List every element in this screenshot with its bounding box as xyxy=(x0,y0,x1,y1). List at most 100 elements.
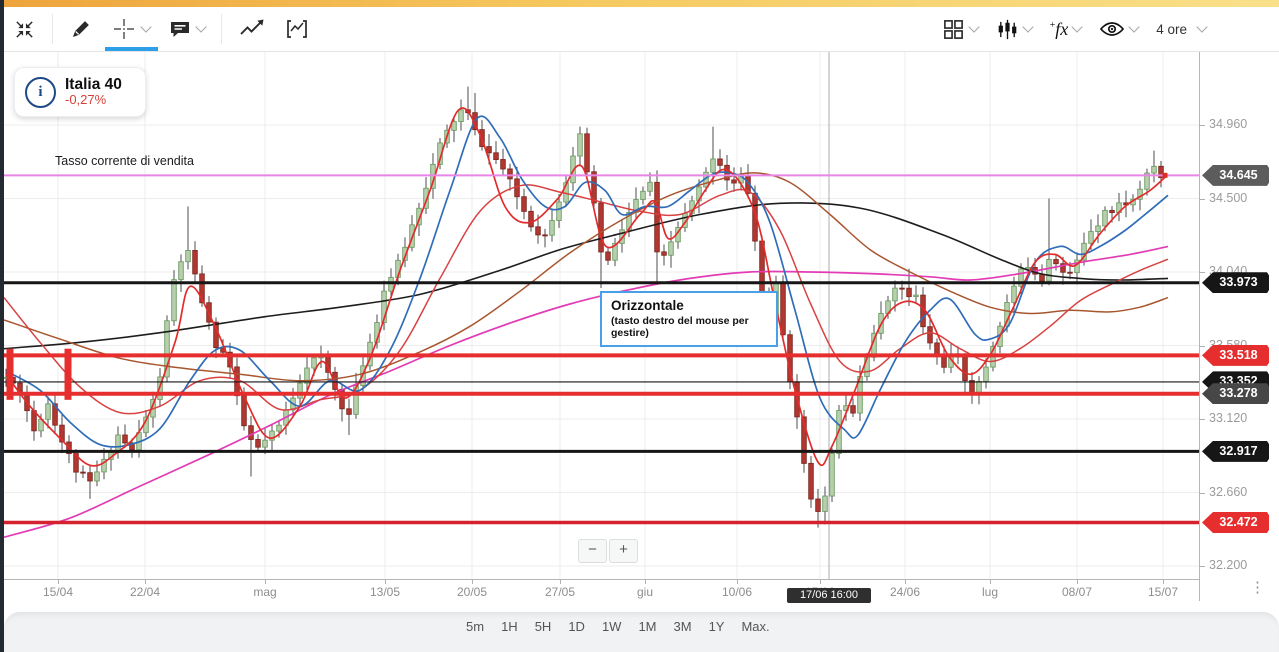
toolbar-separator xyxy=(221,14,222,44)
timeframe-selector: 5m 1H 5H 1D 1W 1M 3M 1Y Max. xyxy=(466,619,770,634)
chevron-down-icon xyxy=(1071,21,1083,33)
ma-red-fast xyxy=(5,107,1168,467)
date-tick-label: 10/06 xyxy=(721,585,753,599)
ma-brown xyxy=(4,172,1169,382)
date-tick-mark xyxy=(560,580,561,584)
interval-label: 4 ore xyxy=(1156,21,1187,37)
timeframe-5m[interactable]: 5m xyxy=(466,619,485,634)
toolbar-right-group: +fx 4 ore xyxy=(933,17,1279,41)
price-axis[interactable]: ⋮ 34.960 34.500 34.040 33.580 33.120 32.660 32… xyxy=(1199,52,1279,601)
timeframe-1y[interactable]: 1Y xyxy=(708,619,725,634)
pattern-bracket-icon xyxy=(287,20,307,38)
timeframe-max[interactable]: Max. xyxy=(741,619,770,634)
moving-averages-layer xyxy=(4,107,1169,539)
chevron-down-icon xyxy=(967,21,980,33)
instrument-name: Italia 40 xyxy=(65,75,122,93)
axis-menu-icon[interactable]: ⋮ xyxy=(1250,579,1265,596)
date-tick-mark xyxy=(820,580,821,584)
trend-line-tool-button[interactable] xyxy=(229,7,275,51)
fx-icon: +fx xyxy=(1049,19,1069,39)
date-tick-label: 15/04 xyxy=(42,585,74,599)
instrument-change: -0,27% xyxy=(65,92,107,108)
tooltip-title: Orizzontale xyxy=(611,298,684,313)
date-tick-label: 08/07 xyxy=(1061,585,1093,599)
date-tick-label: 13/05 xyxy=(369,585,401,599)
date-tick-label: 20/05 xyxy=(456,585,488,599)
zoom-controls: − + xyxy=(578,539,638,563)
window-left-edge xyxy=(0,0,4,652)
date-tick-label: 27/05 xyxy=(544,585,576,599)
trend-line-icon xyxy=(240,19,264,35)
ma-blue xyxy=(5,115,1169,448)
layout-grid-button[interactable] xyxy=(933,18,987,41)
date-tick-mark xyxy=(990,580,991,584)
price-badge-33.518[interactable]: 33.518 xyxy=(1202,344,1269,366)
ma-black xyxy=(4,202,1169,350)
timeframe-5h[interactable]: 5H xyxy=(534,619,552,634)
price-tick-label: 34.960 xyxy=(1200,117,1279,131)
date-tick-mark xyxy=(645,580,646,584)
date-tick-label: lug xyxy=(981,585,999,599)
price-badge-33.278[interactable]: 33.278 xyxy=(1202,383,1269,405)
annotation-button[interactable] xyxy=(159,7,214,51)
date-tick-mark xyxy=(145,580,146,584)
collapse-button[interactable] xyxy=(4,7,45,51)
date-tick-mark xyxy=(737,580,738,584)
timeframe-1h[interactable]: 1H xyxy=(501,619,518,634)
zoom-out-button[interactable]: − xyxy=(578,539,607,563)
price-tick-label: 32.660 xyxy=(1200,485,1279,499)
pattern-tool-button[interactable] xyxy=(275,7,319,51)
info-icon[interactable]: i xyxy=(25,76,56,108)
chevron-down-icon xyxy=(195,21,207,33)
timeframe-1m[interactable]: 1M xyxy=(638,619,657,634)
indicators-button[interactable]: +fx xyxy=(1041,20,1091,38)
date-tick-label: 24/06 xyxy=(889,585,921,599)
window-accent-bar xyxy=(0,0,1279,7)
collapse-icon xyxy=(16,20,33,38)
chevron-down-icon xyxy=(1196,21,1208,33)
date-tick-mark xyxy=(265,580,266,584)
chart-type-button[interactable] xyxy=(987,18,1041,41)
bottom-panel: 5m 1H 5H 1D 1W 1M 3M 1Y Max. xyxy=(4,612,1279,652)
date-axis[interactable]: 15/04 22/04 mag 13/05 20/05 27/05 giu 10/06 17/0… xyxy=(4,579,1199,603)
eye-icon xyxy=(1100,22,1125,36)
horizontal-levels-layer[interactable] xyxy=(4,174,1199,525)
toolbar-separator xyxy=(52,14,53,44)
price-badge-33.973[interactable]: 33.973 xyxy=(1202,272,1269,294)
candlestick-icon xyxy=(998,19,1016,39)
crosshair-button[interactable] xyxy=(102,7,159,51)
crosshair-date-badge: 17/06 16:00 xyxy=(787,588,871,603)
chart-toolbar: +fx 4 ore xyxy=(4,7,1279,52)
chevron-down-icon xyxy=(1021,21,1034,33)
sell-rate-badge[interactable]: 34.645 xyxy=(1202,164,1269,186)
timeframe-3m[interactable]: 3M xyxy=(673,619,692,634)
date-tick-mark xyxy=(1163,580,1164,584)
price-tick-label: 34.500 xyxy=(1200,191,1279,205)
draw-pencil-button[interactable] xyxy=(60,7,102,51)
instrument-card[interactable]: i Italia 40 -0,27% xyxy=(14,67,146,117)
date-tick-mark xyxy=(385,580,386,584)
price-chart-canvas[interactable] xyxy=(4,52,1199,579)
interval-select[interactable]: 4 ore xyxy=(1147,21,1215,37)
date-tick-label: giu xyxy=(636,585,654,599)
line-handles[interactable] xyxy=(6,348,72,400)
pencil-icon xyxy=(73,21,89,37)
chevron-down-icon xyxy=(140,21,152,33)
date-tick-mark xyxy=(472,580,473,584)
crosshair-icon xyxy=(114,19,134,39)
timeframe-1d[interactable]: 1D xyxy=(568,619,585,634)
zoom-in-button[interactable]: + xyxy=(609,539,638,563)
bottom-bar: 5m 1H 5H 1D 1W 1M 3M 1Y Max. xyxy=(4,601,1279,652)
price-badge-32.917[interactable]: 32.917 xyxy=(1202,440,1269,462)
chart-area: Tasso corrente di vendita i Italia 40 -0… xyxy=(4,52,1279,603)
timeframe-1w[interactable]: 1W xyxy=(601,619,622,634)
price-badge-32.472[interactable]: 32.472 xyxy=(1202,512,1269,534)
price-tick-label: 32.200 xyxy=(1200,558,1279,572)
date-tick-label: 22/04 xyxy=(129,585,161,599)
visibility-button[interactable] xyxy=(1090,17,1147,41)
toolbar-left-group xyxy=(4,7,319,51)
date-tick-label: mag xyxy=(253,585,277,599)
chevron-down-icon xyxy=(1128,21,1140,33)
tooltip-subtitle: (tasto destro del mouse per gestire) xyxy=(611,315,749,339)
annotation-icon xyxy=(171,22,189,37)
